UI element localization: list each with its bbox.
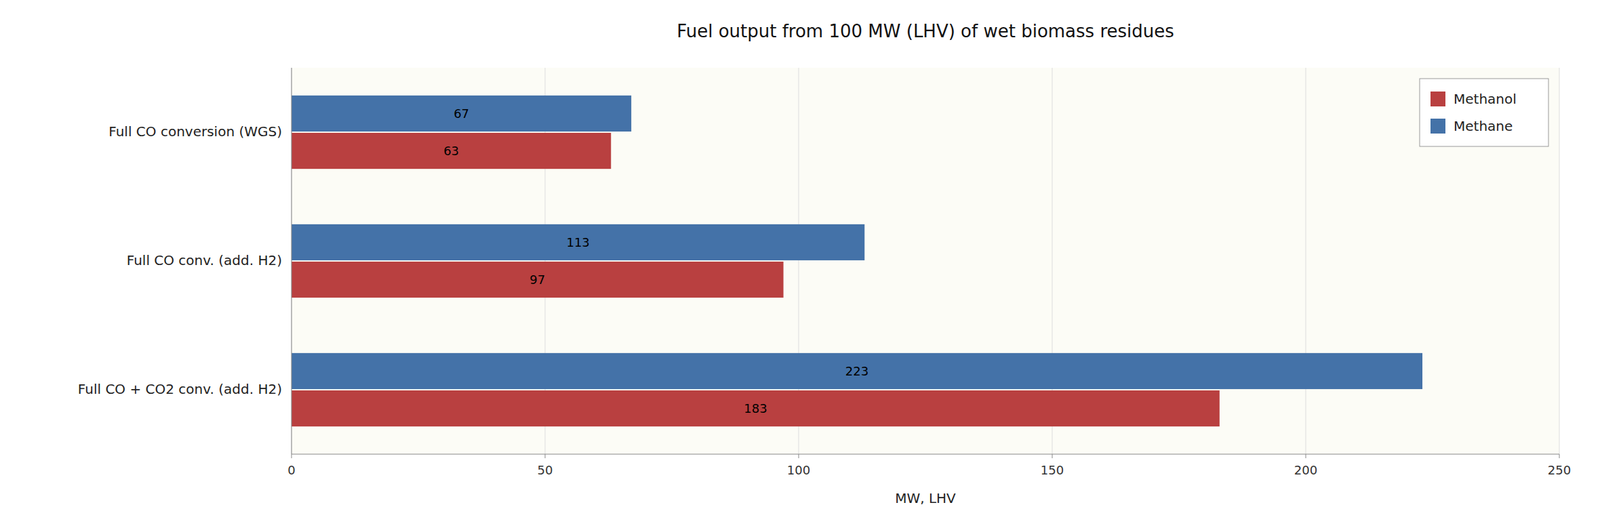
x-axis-label: MW, LHV [894,490,956,507]
data-labels: 63 67 97 113 183 223 [443,106,869,416]
legend-label: Methanol [1453,90,1517,108]
y-axis-line [291,67,293,455]
tick-label: 50 [537,463,554,478]
tick-label: 250 [1547,463,1571,478]
category-label: Full CO + CO2 conv. (add. H2) [77,381,283,398]
data-label: 223 [845,364,869,379]
bar [291,132,611,169]
legend-label: Methane [1453,117,1513,135]
plot-area [291,67,1560,455]
bar [291,224,865,261]
tick-mark [1052,454,1053,459]
tick-mark [1559,454,1560,459]
tick-mark [291,454,293,459]
legend-swatch [1430,118,1446,134]
legend: Methanol Methane [1419,78,1549,147]
category-label: Full CO conv. (add. H2) [126,252,283,269]
tick-mark [545,454,546,459]
chart-container: 0 50 100 150 200 250 63 67 97 113 183 223 Full CO co… [0,0,1600,526]
data-label: 113 [566,235,590,250]
grid [291,67,1560,455]
data-label: 63 [443,143,459,158]
tick-label: 100 [787,463,811,478]
tick-label: 200 [1294,463,1318,478]
category-label: Full CO conversion (WGS) [108,123,283,140]
grid-line [291,67,293,455]
bars [291,95,1423,427]
tick-mark [1305,454,1307,459]
data-label: 97 [529,272,546,287]
bar [291,390,1220,427]
x-axis-line [291,454,1560,455]
grid-line [1305,67,1307,455]
legend-swatch [1430,91,1446,107]
legend-box [1419,78,1549,147]
tick-label: 150 [1040,463,1064,478]
bar [291,261,784,298]
data-label: 67 [453,106,470,121]
title: Fuel output from 100 MW (LHV) of wet bio… [676,21,1175,42]
chart-svg: 0 50 100 150 200 250 63 67 97 113 183 223 Full CO co… [0,0,1600,526]
tick-label: 0 [287,463,295,478]
grid-line [1559,67,1560,455]
bar [291,353,1423,390]
bar [291,95,632,132]
tick-mark [798,454,800,459]
data-label: 183 [743,401,767,416]
